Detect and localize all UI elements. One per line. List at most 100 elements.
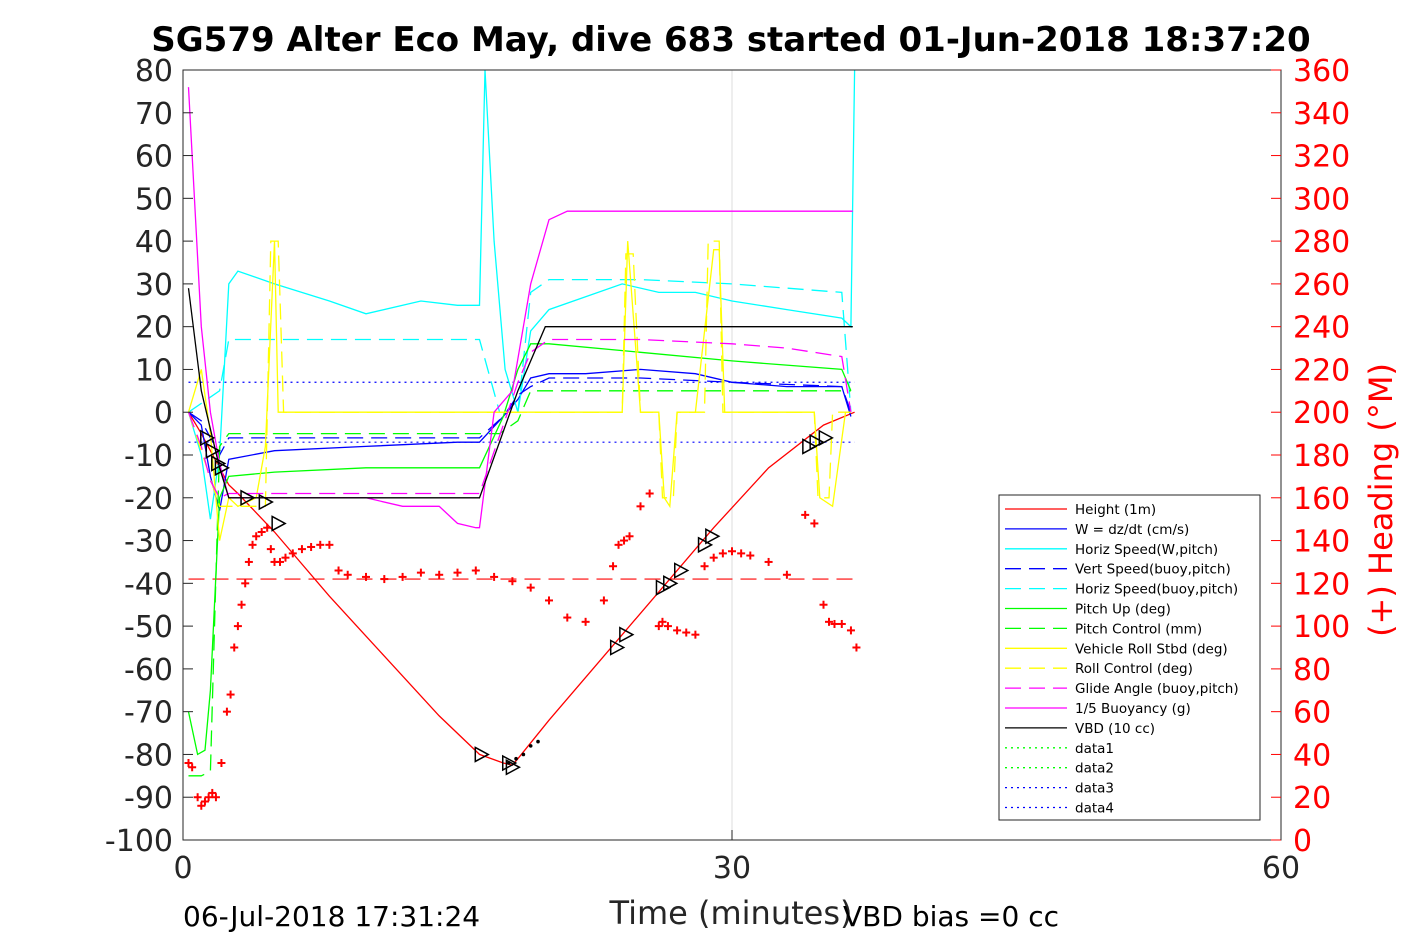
y-tick-label: -30 <box>124 525 173 560</box>
heading-point <box>266 545 275 554</box>
y-right-tick-label: 280 <box>1293 225 1350 260</box>
heading-point <box>257 528 266 536</box>
y-right-tick-label: 340 <box>1293 97 1350 132</box>
heading-point <box>222 707 231 716</box>
heading-point <box>184 759 193 767</box>
heading-point <box>654 622 663 631</box>
legend-label: VBD (10 cc) <box>1075 721 1155 737</box>
vbd-dot <box>506 761 511 765</box>
x-axis-label: Time (minutes) <box>609 894 853 932</box>
heading-point <box>682 628 691 637</box>
y-right-tick-label: 240 <box>1293 311 1350 346</box>
heading-point <box>233 622 242 631</box>
heading-point <box>691 630 700 639</box>
heading-point <box>263 523 272 532</box>
heading-point <box>204 793 213 802</box>
heading-point <box>208 788 217 797</box>
heading-point <box>211 793 220 802</box>
y-right-tick-label: 160 <box>1293 482 1350 517</box>
y-tick-label: -80 <box>124 738 173 773</box>
heading-point <box>490 572 499 581</box>
heading-point <box>764 557 773 566</box>
heading-point <box>193 793 202 802</box>
y-tick-label: -50 <box>124 610 173 645</box>
legend: Height (1m) W = dz/dt (cm/s) Horiz Speed(W… <box>998 494 1261 821</box>
series-line <box>187 343 852 756</box>
x-tick-label: 0 <box>173 851 192 886</box>
heading-point <box>728 547 736 556</box>
vertex-marker <box>205 442 221 459</box>
y-right-tick-label: 200 <box>1293 396 1350 431</box>
heading-point <box>334 566 343 575</box>
y-right-tick-label: 220 <box>1293 353 1350 388</box>
heading-point <box>508 577 517 586</box>
y-right-tick-label: 0 <box>1293 824 1312 859</box>
heading-point <box>244 557 253 566</box>
y-tick-label: 70 <box>135 97 173 132</box>
heading-point <box>197 801 206 810</box>
heading-point <box>581 617 590 626</box>
series-line <box>187 288 853 499</box>
heading-point <box>625 532 634 541</box>
heading-point <box>718 549 727 558</box>
heading-point <box>526 583 535 592</box>
y-tick-label: 10 <box>135 353 173 388</box>
heading-point <box>819 600 828 609</box>
heading-point <box>200 797 209 806</box>
vbd-dot <box>514 756 518 761</box>
heading-point <box>343 570 352 579</box>
heading-point <box>563 613 572 622</box>
heading-point <box>435 570 444 579</box>
heading-point <box>275 557 284 566</box>
heading-point <box>700 562 709 571</box>
heading-point <box>325 540 334 549</box>
heading-point <box>737 549 746 558</box>
vertex-marker <box>214 459 231 477</box>
footer-vbd-bias: VBD bias =0 cc <box>843 900 1059 933</box>
series-line <box>187 338 852 499</box>
y-tick-label: 20 <box>135 311 173 346</box>
y-right-tick-label: 120 <box>1293 567 1350 602</box>
heading-point <box>673 626 682 635</box>
heading-point <box>645 489 654 498</box>
legend-label: Horiz Speed(W,pitch) <box>1075 542 1218 558</box>
series-line <box>188 377 852 457</box>
y-tick-label: 50 <box>135 182 173 217</box>
vertex-marker <box>474 746 490 763</box>
y-tick-label: 30 <box>135 268 173 303</box>
heading-point <box>609 562 618 571</box>
y-right-tick-label: 360 <box>1293 54 1350 89</box>
heading-point <box>380 575 389 584</box>
vertex-marker <box>271 515 287 532</box>
series-line <box>188 368 852 511</box>
vertex-marker <box>200 429 216 447</box>
series-line <box>187 87 853 529</box>
vertex-marker <box>655 579 672 596</box>
heading-point <box>248 540 257 549</box>
vertex-marker <box>802 438 818 455</box>
y-axis-label-right: (+) Heading (°M) <box>1362 363 1400 637</box>
legend-label: W = dz/dt (cm/s) <box>1075 522 1189 538</box>
heading-point <box>614 540 623 549</box>
heading-point <box>297 545 306 554</box>
vertex-marker <box>818 429 834 447</box>
heading-point <box>810 519 819 528</box>
legend-label: Glide Angle (buoy,pitch) <box>1075 681 1239 697</box>
heading-point <box>658 617 667 626</box>
heading-point <box>636 502 645 511</box>
legend-label: data3 <box>1075 781 1114 797</box>
legend-label: Pitch Control (mm) <box>1075 621 1202 637</box>
vertex-marker <box>809 433 825 451</box>
heading-point <box>281 553 290 562</box>
x-tick-label: 30 <box>713 851 751 886</box>
vertex-marker <box>619 626 635 643</box>
heading-point <box>782 570 791 579</box>
y-right-tick-label: 20 <box>1293 781 1331 816</box>
vertex-marker <box>674 562 690 579</box>
y-tick-label: -70 <box>124 696 173 731</box>
heading-point <box>801 510 810 519</box>
heading-point <box>453 568 462 577</box>
vertex-marker <box>609 639 626 656</box>
vertex-marker <box>211 455 227 472</box>
legend-label: data4 <box>1075 801 1114 817</box>
